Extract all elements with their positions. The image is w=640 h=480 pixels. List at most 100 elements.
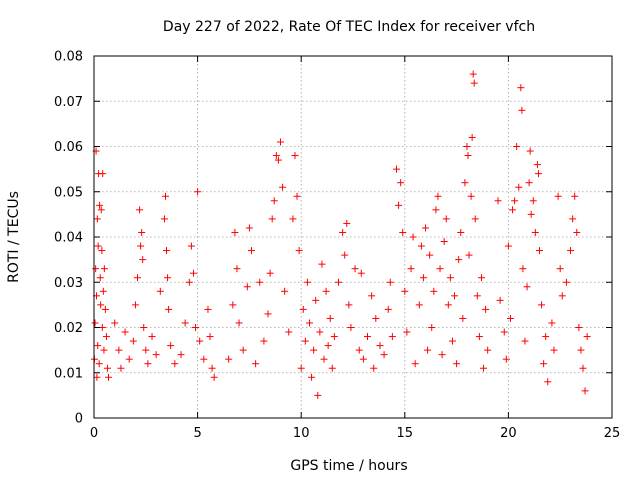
data-point [105,373,113,381]
data-point [569,215,577,223]
data-point [200,355,208,363]
data-point [293,192,301,200]
data-point [527,210,535,218]
data-point [161,192,169,200]
data-point [351,265,359,273]
data-point [484,346,492,354]
data-point [281,287,289,295]
x-tick-label: 5 [193,426,201,441]
data-point [98,247,106,255]
y-tick-label: 0.01 [54,366,83,381]
data-point [308,373,316,381]
data-point [264,310,272,318]
data-point [330,333,338,341]
plot-frame [93,55,613,419]
data-point [457,228,465,236]
data-point [517,84,525,92]
data-point [208,364,216,372]
data-point [540,360,548,368]
data-point [579,364,587,372]
data-point [131,301,139,309]
data-point [419,274,427,282]
data-point [314,391,322,399]
data-point [163,247,171,255]
data-point [160,215,168,223]
data-point [156,287,164,295]
x-tick-label: 0 [90,426,98,441]
data-point [386,278,394,286]
data-point [91,319,99,327]
data-point [526,147,534,155]
data-point [272,152,280,160]
data-point [415,301,423,309]
data-point [345,301,353,309]
y-tick-label: 0.04 [54,231,83,246]
data-point [451,292,459,300]
data-point [134,274,142,282]
data-point [496,296,504,304]
data-point [571,192,579,200]
data-point [534,170,542,178]
data-point [575,324,583,331]
data-point [535,247,543,255]
data-point [531,228,539,236]
data-point [297,364,305,372]
data-point [399,228,407,236]
data-point [115,346,123,354]
data-point [417,242,425,250]
data-point [96,201,104,209]
y-tick-label: 0.06 [54,140,83,155]
data-point [468,133,476,141]
data-point [434,192,442,200]
data-point [256,278,264,286]
data-point [470,79,478,87]
data-point [229,301,237,309]
data-point [455,256,463,264]
data-point [475,333,483,341]
data-point [167,342,175,350]
data-point [542,333,550,341]
data-point [380,351,388,359]
data-point [164,274,172,282]
data-point [529,197,537,205]
data-point [368,292,376,300]
data-point [339,228,347,236]
data-point [393,165,401,173]
data-point [440,238,448,246]
data-point [521,337,529,345]
data-point [100,346,108,354]
data-point [558,292,566,300]
data-point [424,346,432,354]
data-point [509,206,517,214]
data-point [99,287,107,295]
data-point [581,387,589,395]
data-point [268,215,276,223]
data-point [305,319,313,327]
data-point [403,328,411,336]
data-point [359,355,367,363]
data-point [500,328,508,336]
data-point [544,378,552,386]
data-point [324,342,332,350]
chart-title: Day 227 of 2022, Rate Of TEC Index for r… [163,19,535,35]
data-point [94,342,102,350]
data-point [129,337,137,345]
data-point [148,333,156,341]
data-point [102,333,110,341]
data-point [518,106,526,114]
data-point [171,360,179,368]
data-point [370,364,378,372]
data-point [245,224,253,232]
data-point [142,346,150,354]
data-point [187,242,195,250]
data-point [97,301,105,309]
data-point [480,364,488,372]
data-point [471,215,479,223]
data-point [461,179,469,187]
data-point [93,215,101,223]
data-point [225,355,233,363]
data-point [210,373,218,381]
data-point [494,197,502,205]
data-point [96,274,104,282]
y-tick-label: 0 [75,412,83,427]
